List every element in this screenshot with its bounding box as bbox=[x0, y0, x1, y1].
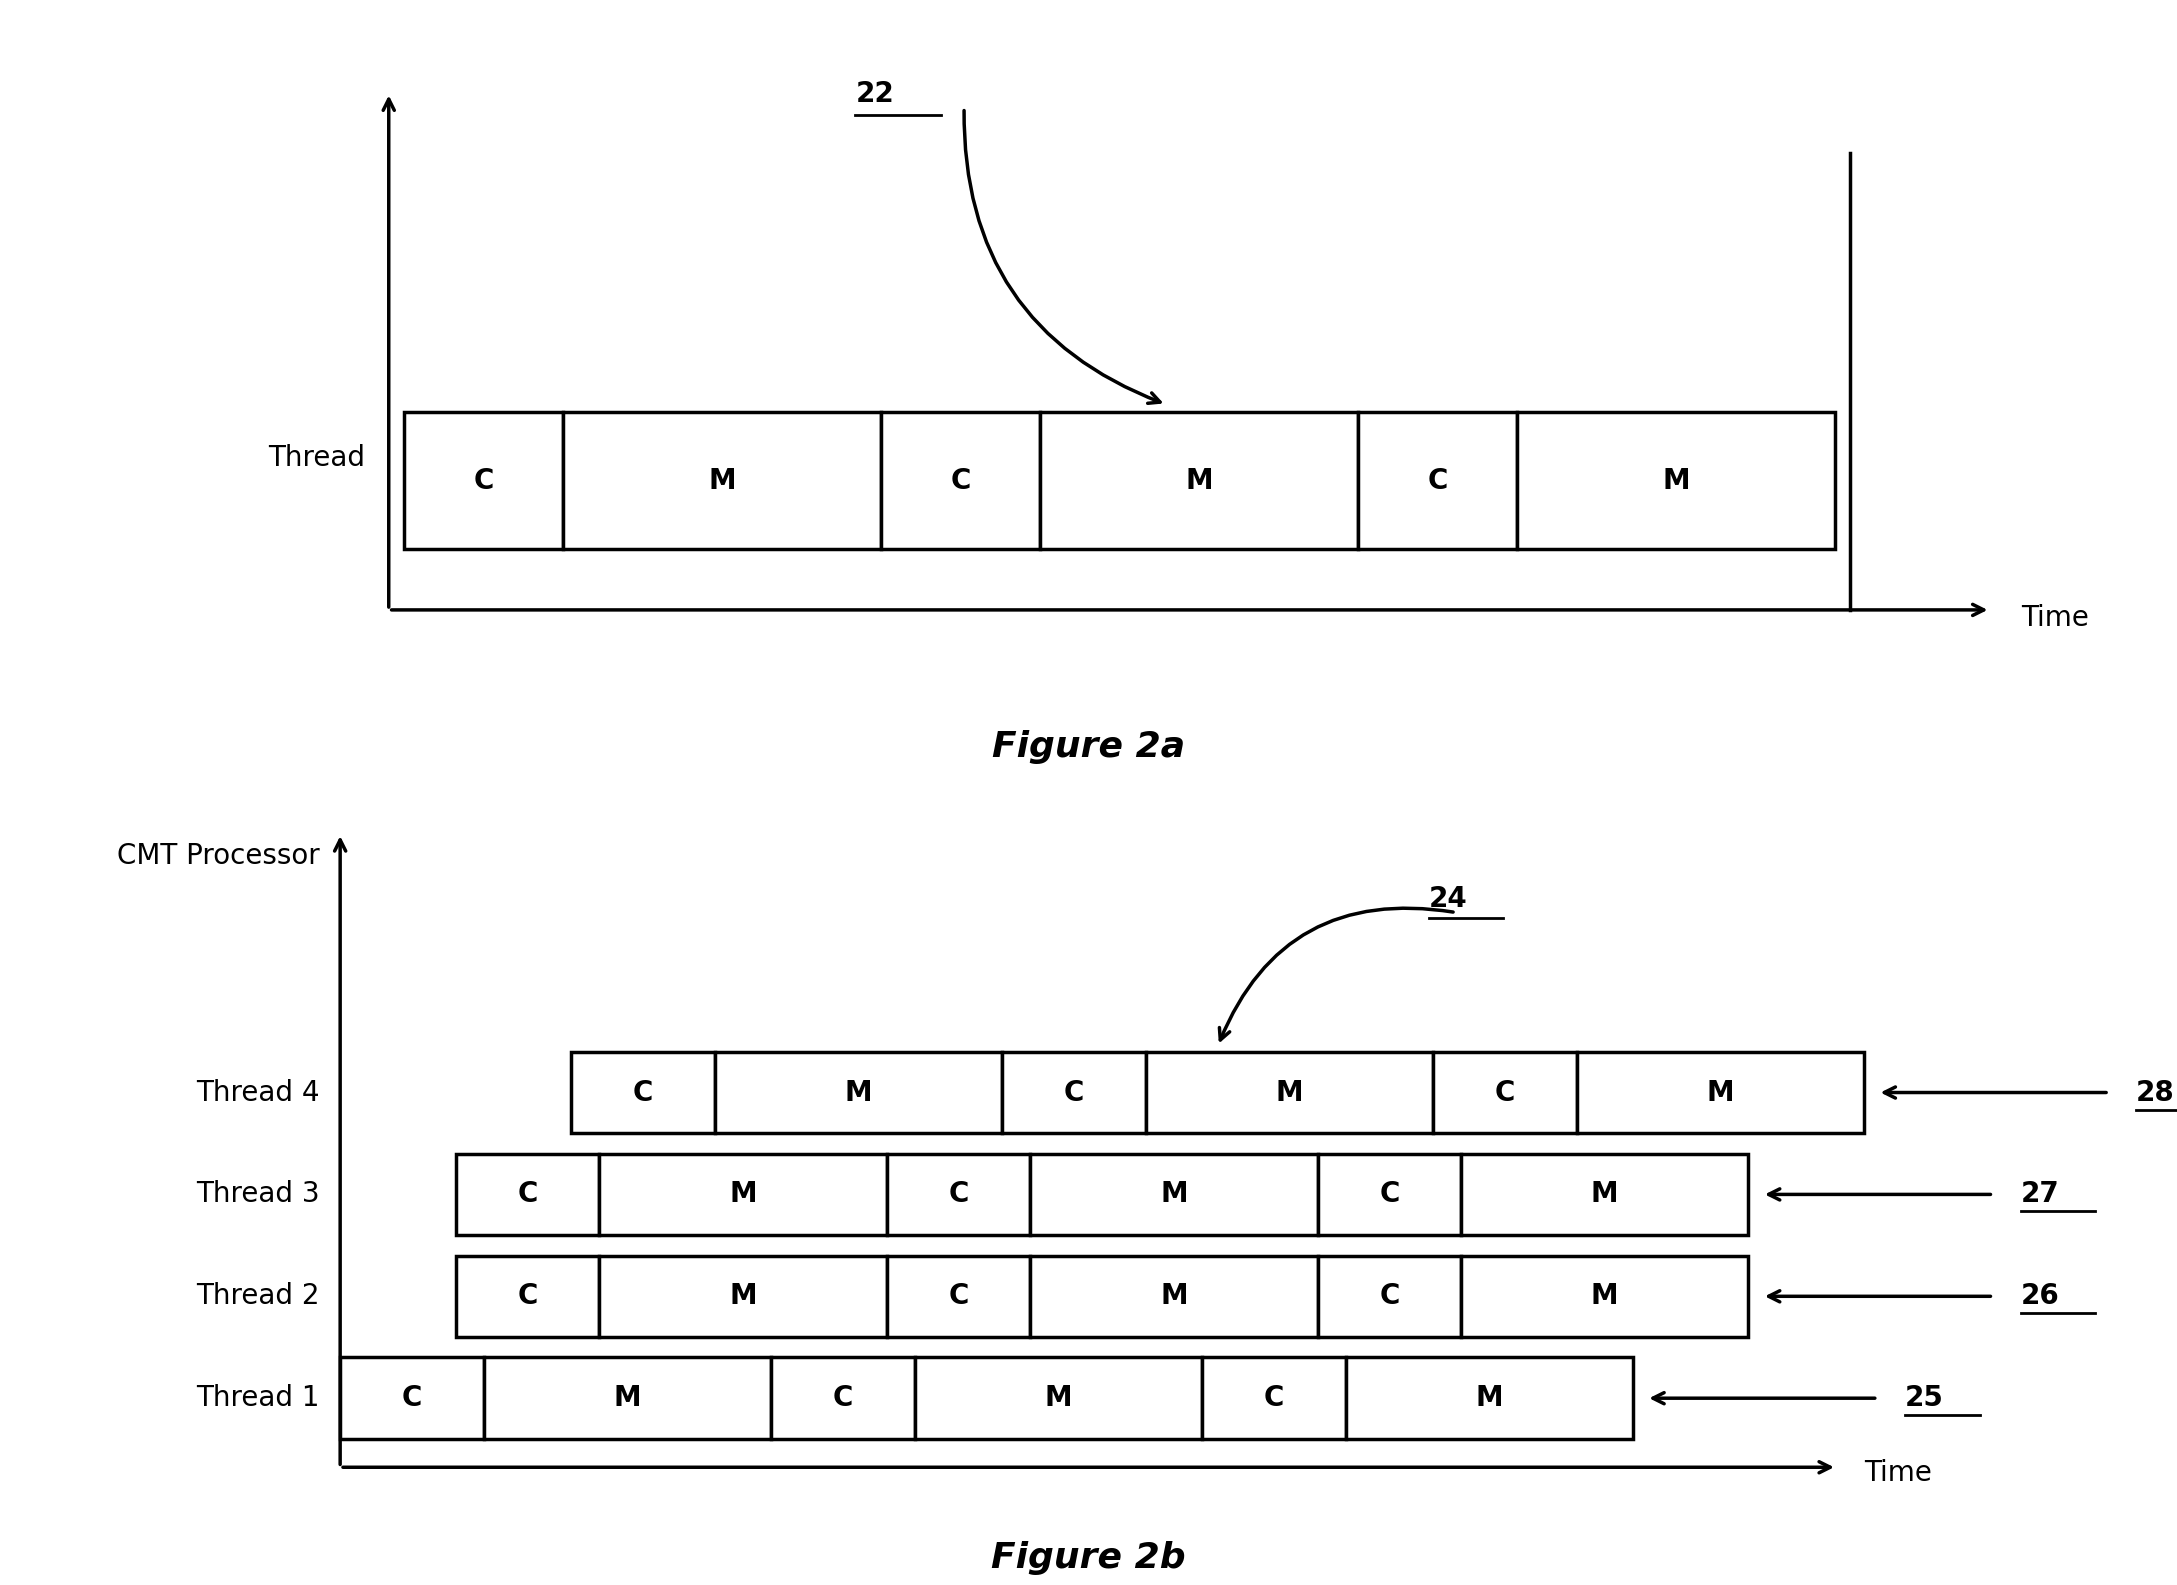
Text: Figure 2a: Figure 2a bbox=[993, 729, 1184, 764]
Bar bbox=[1041, 412, 1358, 548]
Text: Thread 3: Thread 3 bbox=[196, 1181, 320, 1208]
Text: 27: 27 bbox=[2020, 1181, 2059, 1208]
Text: Figure 2b: Figure 2b bbox=[991, 1541, 1186, 1575]
Bar bbox=[1030, 1255, 1317, 1338]
Text: M: M bbox=[1045, 1384, 1071, 1412]
Text: M: M bbox=[708, 466, 736, 495]
Text: Thread: Thread bbox=[268, 444, 366, 472]
Text: C: C bbox=[634, 1078, 653, 1106]
Bar bbox=[1345, 1357, 1633, 1439]
Bar bbox=[1202, 1357, 1345, 1439]
Bar bbox=[599, 1255, 886, 1338]
Bar bbox=[1461, 1255, 1748, 1338]
Text: M: M bbox=[1160, 1282, 1189, 1311]
Bar bbox=[714, 1052, 1001, 1133]
Bar bbox=[1317, 1255, 1461, 1338]
Text: M: M bbox=[729, 1282, 758, 1311]
Text: M: M bbox=[845, 1078, 873, 1106]
Text: M: M bbox=[614, 1384, 642, 1412]
Text: 25: 25 bbox=[1905, 1384, 1944, 1412]
Bar bbox=[599, 1154, 886, 1235]
Text: 24: 24 bbox=[1428, 884, 1467, 913]
Text: 22: 22 bbox=[856, 79, 895, 108]
Text: M: M bbox=[1276, 1078, 1304, 1106]
Text: C: C bbox=[832, 1384, 853, 1412]
Bar bbox=[914, 1357, 1202, 1439]
Bar bbox=[1432, 1052, 1576, 1133]
Text: Thread 1: Thread 1 bbox=[196, 1384, 320, 1412]
Text: C: C bbox=[403, 1384, 422, 1412]
Text: C: C bbox=[518, 1181, 538, 1208]
Text: C: C bbox=[1380, 1282, 1400, 1311]
Text: C: C bbox=[518, 1282, 538, 1311]
Text: 26: 26 bbox=[2020, 1282, 2059, 1311]
Bar bbox=[1358, 412, 1517, 548]
Bar bbox=[455, 1255, 599, 1338]
Text: M: M bbox=[1184, 466, 1213, 495]
Text: C: C bbox=[475, 466, 494, 495]
Text: C: C bbox=[949, 1282, 969, 1311]
Bar bbox=[886, 1154, 1030, 1235]
Text: M: M bbox=[729, 1181, 758, 1208]
Text: C: C bbox=[1380, 1181, 1400, 1208]
Text: M: M bbox=[1591, 1181, 1618, 1208]
Text: C: C bbox=[951, 466, 971, 495]
Bar bbox=[1576, 1052, 1864, 1133]
Text: CMT Processor: CMT Processor bbox=[118, 842, 320, 870]
Bar bbox=[886, 1255, 1030, 1338]
Text: 28: 28 bbox=[2136, 1078, 2175, 1106]
Text: C: C bbox=[949, 1181, 969, 1208]
Bar bbox=[564, 412, 882, 548]
Bar bbox=[405, 412, 564, 548]
Text: C: C bbox=[1428, 466, 1448, 495]
Bar bbox=[1001, 1052, 1145, 1133]
Text: Thread 2: Thread 2 bbox=[196, 1282, 320, 1311]
Text: Thread 4: Thread 4 bbox=[196, 1078, 320, 1106]
Text: M: M bbox=[1160, 1181, 1189, 1208]
Text: Time: Time bbox=[1864, 1458, 1931, 1487]
Text: C: C bbox=[1263, 1384, 1284, 1412]
Bar bbox=[570, 1052, 714, 1133]
Bar bbox=[771, 1357, 914, 1439]
Text: M: M bbox=[1661, 466, 1689, 495]
Text: M: M bbox=[1591, 1282, 1618, 1311]
Text: Time: Time bbox=[2022, 604, 2090, 631]
Bar bbox=[1517, 412, 1835, 548]
Bar bbox=[1145, 1052, 1432, 1133]
Bar bbox=[882, 412, 1041, 548]
Text: M: M bbox=[1476, 1384, 1502, 1412]
Bar bbox=[1030, 1154, 1317, 1235]
Bar bbox=[1461, 1154, 1748, 1235]
Bar bbox=[1317, 1154, 1461, 1235]
Text: M: M bbox=[1707, 1078, 1735, 1106]
Bar bbox=[340, 1357, 483, 1439]
Text: C: C bbox=[1496, 1078, 1515, 1106]
Text: C: C bbox=[1065, 1078, 1084, 1106]
Bar bbox=[483, 1357, 771, 1439]
Bar bbox=[455, 1154, 599, 1235]
